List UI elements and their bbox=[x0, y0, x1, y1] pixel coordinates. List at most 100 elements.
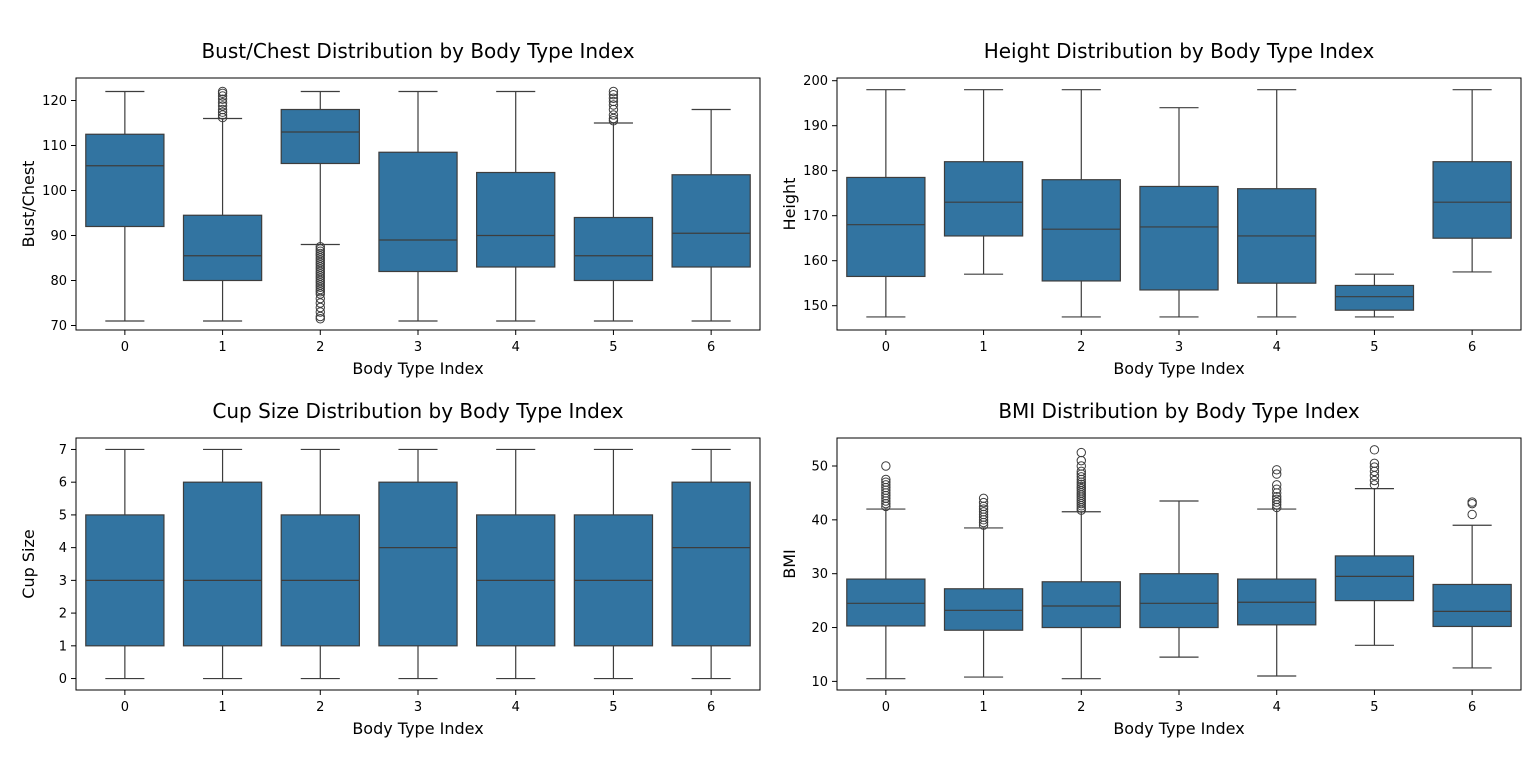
bust-chest-x-tick-label: 0 bbox=[121, 340, 129, 355]
outlier-point bbox=[217, 104, 228, 115]
bust-chest-y-tick-label: 100 bbox=[42, 184, 67, 199]
outlier-point bbox=[315, 311, 325, 322]
bmi-x-tick-label: 0 bbox=[882, 700, 890, 715]
cup-size-x-tick-label: 0 bbox=[121, 700, 129, 715]
outlier-point bbox=[1467, 509, 1477, 520]
outlier-point bbox=[315, 266, 325, 277]
outlier-point bbox=[315, 251, 325, 261]
cup-size-y-tick-label: 7 bbox=[59, 443, 67, 458]
bust-chest-x-tick-label: 5 bbox=[609, 340, 617, 355]
height-x-tick-label: 2 bbox=[1077, 340, 1085, 355]
outlier-point bbox=[315, 262, 325, 272]
cup-size-y-tick-label: 4 bbox=[59, 541, 67, 556]
outlier-point bbox=[1467, 497, 1477, 507]
outlier-point bbox=[315, 255, 325, 265]
iqr-box bbox=[1139, 185, 1219, 291]
bmi-x-tick-label: 1 bbox=[979, 700, 987, 715]
bust-chest-box-1 bbox=[182, 86, 263, 322]
outlier-point bbox=[315, 289, 325, 299]
bust-chest-x-tick-label: 2 bbox=[316, 340, 324, 355]
outlier-point bbox=[608, 110, 619, 120]
bust-chest-x-tick-label: 1 bbox=[218, 340, 226, 355]
iqr-box bbox=[671, 174, 751, 268]
bmi-box-1 bbox=[943, 493, 1024, 678]
outlier-point bbox=[315, 244, 325, 254]
outlier-point bbox=[315, 253, 325, 263]
bmi-x-tick-label: 2 bbox=[1077, 700, 1085, 715]
iqr-box bbox=[1139, 573, 1219, 629]
bust-chest-y-axis-label: Bust/Chest bbox=[19, 161, 38, 248]
height-x-tick-label: 0 bbox=[882, 340, 890, 355]
outlier-point bbox=[217, 110, 228, 120]
cup-size-x-tick-label: 6 bbox=[707, 700, 715, 715]
outlier-point bbox=[608, 86, 619, 97]
outlier-point bbox=[315, 298, 325, 308]
height-y-axis-label: Height bbox=[780, 178, 799, 231]
height-y-tick-label: 200 bbox=[803, 74, 828, 89]
bmi-y-tick-label: 20 bbox=[811, 621, 828, 636]
iqr-box bbox=[1432, 583, 1512, 628]
bust-chest-y-tick-label: 90 bbox=[50, 229, 67, 244]
cup-size-chart-title: Cup Size Distribution by Body Type Index bbox=[212, 399, 623, 423]
bust-chest-chart-title: Bust/Chest Distribution by Body Type Ind… bbox=[201, 39, 634, 63]
cup-size-plot-frame bbox=[75, 437, 761, 691]
cup-size-x-tick-label: 5 bbox=[609, 700, 617, 715]
bust-chest-boxplot-panel: Bust/Chest Distribution by Body Type Ind… bbox=[19, 39, 761, 378]
outlier-point bbox=[315, 260, 325, 270]
iqr-box bbox=[846, 578, 926, 627]
outlier-point bbox=[315, 275, 325, 286]
outlier-point bbox=[1076, 455, 1086, 466]
bmi-y-tick-label: 40 bbox=[811, 513, 828, 528]
outlier-point bbox=[315, 287, 325, 297]
height-box-6 bbox=[1432, 89, 1512, 273]
outlier-point bbox=[1272, 484, 1282, 494]
height-y-tick-label: 180 bbox=[803, 164, 828, 179]
cup-size-boxplot-panel: Cup Size Distribution by Body Type Index… bbox=[19, 399, 761, 738]
height-y-tick-label: 170 bbox=[803, 209, 828, 224]
bust-chest-plot-frame bbox=[75, 77, 761, 331]
bmi-box-4 bbox=[1237, 465, 1317, 677]
bust-chest-box-4 bbox=[476, 90, 556, 322]
iqr-box bbox=[182, 481, 263, 647]
height-box-5 bbox=[1334, 273, 1415, 318]
cup-size-box-0 bbox=[85, 448, 165, 680]
outlier-point bbox=[315, 302, 325, 313]
height-box-4 bbox=[1237, 89, 1317, 318]
outlier-point bbox=[1272, 469, 1282, 479]
bmi-box-2 bbox=[1041, 447, 1121, 680]
cup-size-x-tick-label: 2 bbox=[316, 700, 324, 715]
cup-size-box-6 bbox=[671, 448, 751, 680]
height-box-0 bbox=[846, 89, 926, 318]
iqr-box bbox=[943, 588, 1024, 631]
bmi-boxplot-panel: BMI Distribution by Body Type Index Body … bbox=[780, 399, 1522, 738]
iqr-box bbox=[1432, 161, 1512, 239]
height-plot-frame bbox=[836, 77, 1522, 331]
outlier-point bbox=[217, 107, 228, 117]
cup-size-y-tick-label: 6 bbox=[59, 476, 67, 491]
outlier-point bbox=[1369, 445, 1380, 455]
height-y-tick-label: 190 bbox=[803, 119, 828, 134]
bust-chest-x-tick-label: 4 bbox=[512, 340, 520, 355]
height-x-tick-label: 3 bbox=[1175, 340, 1183, 355]
outlier-point bbox=[608, 113, 619, 124]
height-chart-title: Height Distribution by Body Type Index bbox=[984, 39, 1375, 63]
iqr-box bbox=[280, 108, 360, 165]
outlier-point bbox=[881, 461, 891, 471]
bmi-box-0 bbox=[846, 461, 926, 680]
bmi-y-tick-label: 50 bbox=[811, 460, 828, 475]
cup-size-y-tick-label: 1 bbox=[59, 639, 67, 654]
outlier-point bbox=[315, 278, 325, 288]
iqr-box bbox=[573, 216, 654, 282]
cup-size-y-tick-label: 3 bbox=[59, 574, 67, 589]
iqr-box bbox=[1041, 581, 1121, 629]
cup-size-y-tick-label: 0 bbox=[59, 672, 67, 687]
bmi-x-tick-label: 4 bbox=[1273, 700, 1281, 715]
bmi-x-tick-label: 3 bbox=[1175, 700, 1183, 715]
bust-chest-box-5 bbox=[573, 86, 654, 322]
bust-chest-y-tick-label: 110 bbox=[42, 139, 67, 154]
outlier-point bbox=[608, 96, 619, 107]
iqr-box bbox=[1334, 555, 1415, 602]
bust-chest-y-tick-label: 80 bbox=[50, 274, 67, 289]
cup-size-box-2 bbox=[280, 448, 360, 680]
iqr-box bbox=[85, 133, 165, 228]
